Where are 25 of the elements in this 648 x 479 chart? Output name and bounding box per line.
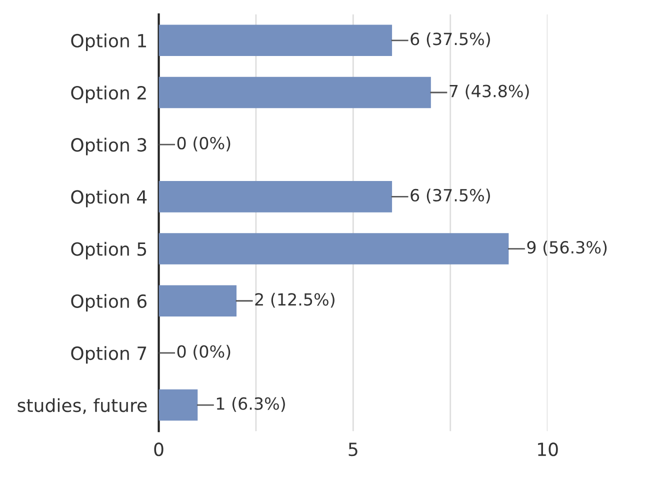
y-tick-label: studies, future [18,398,147,414]
data-label: 2 (12.5%) [255,292,334,308]
data-label: 9 (56.3%) [527,240,607,256]
y-tick-label: Option 6 [71,294,147,312]
bar [158,181,392,212]
data-label: 1 (6.3%) [216,397,285,412]
x-tick-label: 0 [154,442,164,456]
data-label: 6 (37.5%) [410,32,490,48]
y-tick-label: Option 1 [71,34,146,52]
y-tick-label: Option 3 [71,138,146,156]
x-tick-label: 5 [348,442,358,456]
data-label: 0 (0%) [177,136,230,152]
bar [158,285,237,316]
bar [158,233,509,264]
bar [158,389,198,421]
data-label: 0 (0%) [177,344,230,360]
bar [158,24,392,56]
y-tick-label: Option 7 [71,346,146,364]
x-tick-label: 10 [538,442,558,456]
data-label: 6 (37.5%) [410,188,490,204]
bar [158,76,431,108]
y-tick-label: Option 5 [71,242,146,260]
y-tick-label: Option 2 [71,86,146,104]
y-tick-label: Option 4 [71,190,147,208]
data-label: 7 (43.8%) [450,84,529,100]
